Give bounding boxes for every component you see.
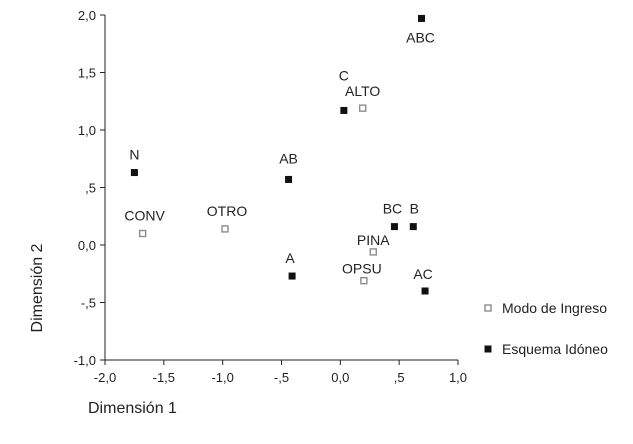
point-abc — [418, 14, 426, 22]
point-ac — [421, 287, 429, 295]
legend-marker-hollow-square — [484, 304, 492, 312]
y-tick-label: 2,0 — [78, 8, 96, 23]
legend-item-esquema-idoneo: Esquema Idóneo — [484, 341, 608, 357]
point-b — [409, 223, 417, 231]
legend-item-modo-de-ingreso: Modo de Ingreso — [484, 300, 607, 316]
y-tick-label: 0,0 — [78, 238, 96, 253]
point-opsu — [360, 276, 368, 285]
x-tick-label: -2,0 — [94, 370, 116, 385]
y-tick-label: -1,0 — [74, 353, 96, 368]
x-tick-label: 0,0 — [331, 370, 349, 385]
legend-marker-filled-square — [484, 345, 492, 353]
point-label-b: B — [410, 201, 419, 217]
x-tick-label: -,5 — [274, 370, 289, 385]
point-label-bc: BC — [383, 201, 402, 217]
point-label-opsu: OPSU — [342, 261, 382, 277]
legend: Modo de Ingreso Esquema Idóneo — [484, 300, 608, 357]
point-label-ab: AB — [279, 150, 298, 166]
point-conv — [138, 229, 147, 238]
x-tick-label: -1,0 — [211, 370, 233, 385]
point-pina — [369, 248, 377, 256]
x-tick-label: -1,5 — [153, 370, 175, 385]
point-label-a: A — [285, 250, 295, 266]
y-tick-label: -,5 — [81, 296, 96, 311]
point-label-pina: PINA — [357, 232, 390, 248]
y-axis-title: Dimensión 2 — [29, 243, 46, 332]
point-otro — [221, 225, 229, 233]
point-bc — [390, 223, 398, 231]
point-label-n: N — [129, 147, 139, 163]
point-label-otro: OTRO — [207, 203, 248, 219]
x-tick-label: 1,0 — [449, 370, 467, 385]
point-n — [130, 169, 138, 177]
point-c — [340, 106, 348, 114]
x-axis-title: Dimensión 1 — [88, 400, 177, 417]
y-tick-label: 1,5 — [78, 66, 96, 81]
y-tick-label: ,5 — [85, 181, 96, 196]
point-label-abc: ABC — [406, 29, 435, 45]
legend-label-esquema-idoneo: Esquema Idóneo — [502, 341, 608, 357]
axes — [104, 15, 458, 361]
point-ab — [285, 175, 293, 183]
point-label-ac: AC — [413, 266, 432, 282]
legend-label-modo-de-ingreso: Modo de Ingreso — [502, 300, 607, 316]
x-tick-label: ,5 — [394, 370, 405, 385]
y-tick-label: 1,0 — [78, 123, 96, 138]
tick-marks — [100, 14, 459, 365]
point-label-c: C — [339, 67, 349, 83]
point-label-conv: CONV — [124, 208, 165, 224]
tick-labels: -2,0 -1,5 -1,0 -,5 0,0 ,5 1,0 -1,0 -,5 0,0 ,5 1,0 1,… — [74, 8, 467, 385]
point-alto — [358, 104, 367, 112]
point-a — [288, 272, 296, 280]
point-label-alto: ALTO — [345, 83, 380, 99]
data-points — [130, 14, 429, 295]
